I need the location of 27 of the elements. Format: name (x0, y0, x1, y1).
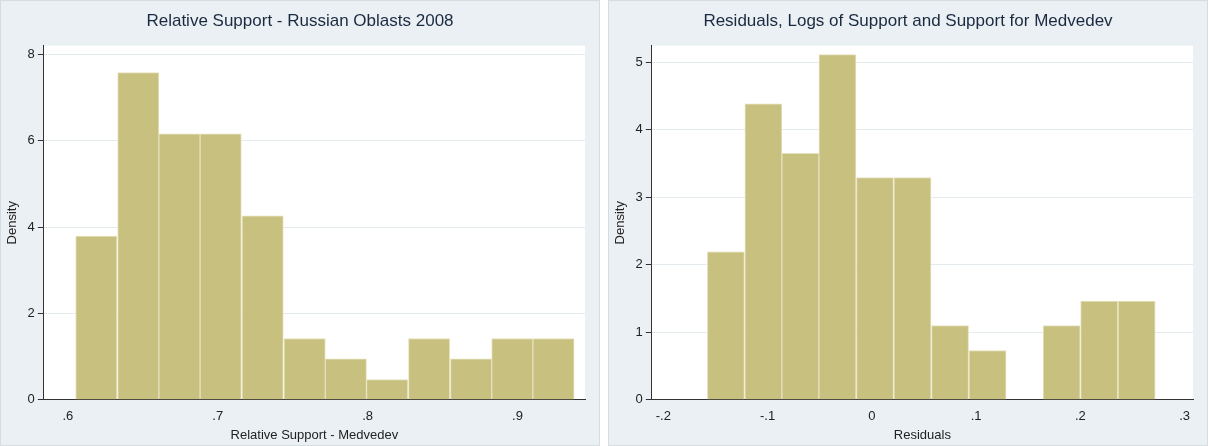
x-tick-label: -.1 (759, 408, 776, 424)
y-tick-label: 6 (27, 132, 35, 148)
chart-title: Residuals, Logs of Support and Support for Medvedev (702, 10, 1114, 32)
x-tick-label: 0 (868, 408, 876, 424)
x-tick-label: .7 (212, 408, 224, 424)
x-tick-label: .1 (970, 408, 982, 424)
y-axis-title: Density (4, 200, 20, 245)
y-tick-label: 3 (635, 188, 643, 204)
y-tick-label: 8 (27, 46, 35, 62)
y-tick-label: 2 (635, 256, 643, 272)
x-tick-label: .2 (1074, 408, 1086, 424)
x-tick-label: .8 (362, 408, 374, 424)
x-axis-title: Residuals (893, 426, 952, 442)
x-axis-title: Relative Support - Medvedev (230, 426, 399, 442)
y-tick-label: 4 (27, 218, 35, 234)
x-tick-label: .6 (62, 408, 74, 424)
chart-title: Relative Support - Russian Oblasts 2008 (145, 10, 455, 32)
y-tick-label: 4 (635, 121, 643, 137)
y-tick-label: 2 (27, 305, 35, 321)
x-tick-label: .9 (512, 408, 523, 424)
y-axis-title: Density (612, 200, 628, 245)
y-tick-label: 0 (635, 391, 643, 407)
x-tick-label: .3 (1179, 408, 1191, 424)
y-tick-label: 0 (27, 391, 35, 407)
y-tick-label: 5 (635, 53, 643, 69)
y-tick-label: 1 (635, 323, 643, 339)
x-tick-label: -.2 (655, 408, 671, 424)
